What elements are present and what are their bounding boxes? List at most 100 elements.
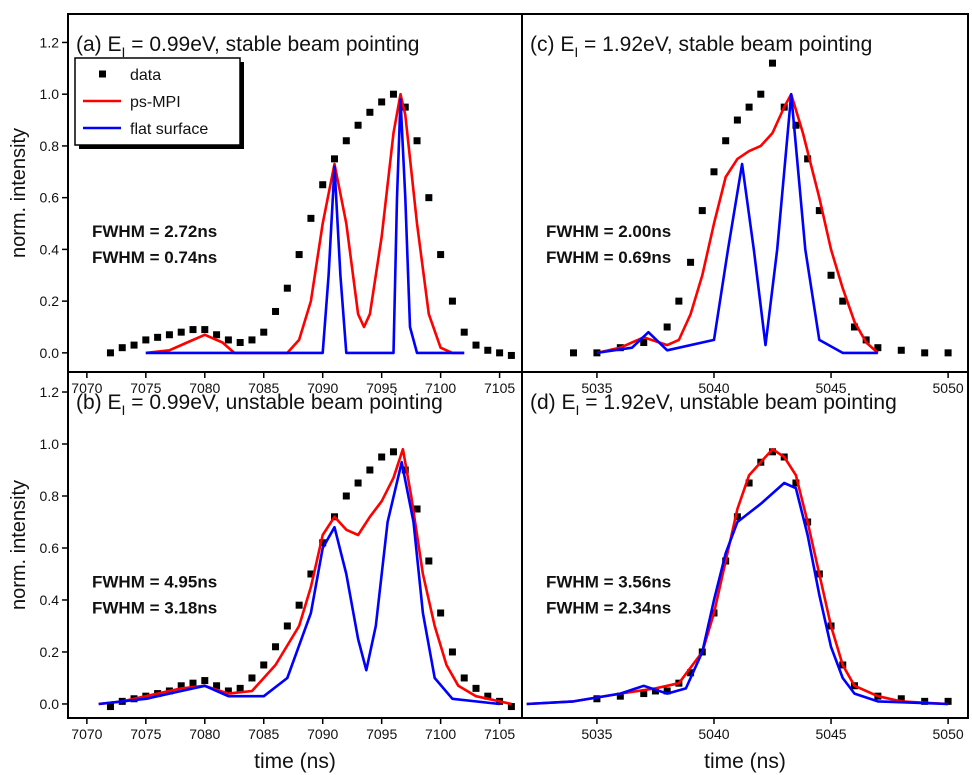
y-axis-label: norm. intensity — [8, 128, 30, 258]
data-point — [331, 155, 339, 163]
data-point — [213, 331, 221, 339]
x-tick-label: 5045 — [815, 726, 846, 742]
data-point — [815, 207, 823, 215]
annotation: FWHM = 4.95ns — [92, 573, 217, 592]
data-point — [154, 333, 162, 341]
data-point — [366, 108, 374, 116]
data-point — [307, 570, 315, 578]
data-point — [342, 137, 350, 145]
data-point — [944, 349, 952, 357]
data-point — [236, 339, 244, 347]
data-point — [389, 90, 397, 98]
y-tick-label: 1.0 — [40, 86, 60, 102]
data-point — [448, 648, 456, 656]
x-tick-label: 7070 — [71, 380, 102, 396]
annotation: FWHM = 0.69ns — [546, 248, 671, 267]
curve — [526, 447, 949, 706]
data-point — [165, 331, 173, 339]
panel: 7070 7075 7080 7085 7090 7095 7100 7105 0.0 0.2 0.… — [8, 13, 523, 396]
panel: 7070 7075 7080 7085 7090 7095 7100 7105 0.0 0.2 0.… — [8, 371, 523, 773]
y-tick-label: 0.6 — [40, 190, 60, 206]
curve — [526, 481, 949, 706]
data-point — [921, 349, 929, 357]
x-tick-label: 5040 — [698, 380, 729, 396]
data-point — [260, 328, 268, 336]
x-tick-label: 7080 — [189, 380, 220, 396]
data-point — [213, 682, 221, 690]
data-point — [827, 271, 835, 279]
y-tick-label: 0.6 — [40, 540, 60, 556]
x-tick-label: 7080 — [189, 726, 220, 742]
y-tick-label: 1.2 — [40, 34, 60, 50]
data-point — [425, 557, 433, 565]
data-point — [769, 59, 777, 67]
data-point — [401, 103, 409, 111]
data-point — [295, 251, 303, 259]
curve — [98, 460, 500, 706]
x-tick-label: 7085 — [248, 380, 279, 396]
x-tick-label: 5035 — [581, 380, 612, 396]
annotation: FWHM = 3.18ns — [92, 599, 217, 618]
x-tick-label: 7085 — [248, 726, 279, 742]
data-point — [319, 181, 327, 189]
data-point — [201, 326, 209, 334]
series-group — [98, 447, 515, 711]
data-point — [850, 323, 858, 331]
data-point — [401, 466, 409, 474]
x-tick-label: 7100 — [425, 726, 456, 742]
x-axis-label: time (ns) — [704, 750, 786, 773]
data-point — [130, 341, 138, 349]
annotation: FWHM = 3.56ns — [546, 573, 671, 592]
data-point — [354, 479, 362, 487]
curve — [596, 92, 878, 355]
data-point — [248, 674, 256, 682]
data-point — [507, 703, 515, 711]
data-point — [248, 336, 256, 344]
y-axis-label: norm. intensity — [8, 480, 30, 610]
y-tick-label: 0.0 — [40, 696, 60, 712]
x-tick-label: 7075 — [130, 380, 161, 396]
panel: 5035 5040 5045 5050 (c) EI = 1.92eV, stable … — [521, 13, 969, 396]
y-tick-label: 1.0 — [40, 436, 60, 452]
data-point — [745, 479, 753, 487]
panel-title: (d) EI = 1.92eV, unstable beam pointing — [530, 391, 897, 418]
title-part: I — [122, 402, 126, 418]
data-point — [675, 297, 683, 305]
series-group — [570, 59, 952, 357]
data-point — [437, 609, 445, 617]
legend-label: data — [130, 67, 161, 84]
data-point — [425, 194, 433, 202]
curve — [596, 92, 879, 355]
data-point — [472, 684, 480, 692]
annotation: FWHM = 0.74ns — [92, 248, 217, 267]
plot-frame — [67, 371, 523, 719]
data-point — [378, 453, 386, 461]
data-point — [366, 466, 374, 474]
x-tick-label: 7100 — [425, 380, 456, 396]
data-point — [460, 328, 468, 336]
data-point — [283, 284, 291, 292]
data-point — [733, 513, 741, 521]
title-part: = 0.99eV, unstable beam pointing — [125, 391, 442, 414]
x-tick-label: 7090 — [307, 380, 338, 396]
data-point — [224, 687, 232, 695]
panel-title: (a) EI = 0.99eV, stable beam pointing — [76, 33, 419, 60]
y-tick-label: 0.0 — [40, 345, 60, 361]
x-tick-label: 7105 — [484, 380, 515, 396]
title-part: I — [576, 402, 580, 418]
data-point — [272, 307, 280, 315]
x-tick-label: 7105 — [484, 726, 515, 742]
data-point — [319, 539, 327, 547]
data-point — [944, 697, 952, 705]
data-point — [189, 326, 197, 334]
data-point — [874, 344, 882, 352]
data-point — [413, 505, 421, 513]
y-tick-label: 0.2 — [40, 293, 60, 309]
data-point — [616, 692, 624, 700]
x-tick-label: 5050 — [933, 380, 964, 396]
legend-label: flat surface — [130, 121, 208, 138]
data-point — [496, 349, 504, 357]
title-part: I — [574, 44, 578, 60]
data-point — [484, 346, 492, 354]
y-tick-label: 0.4 — [40, 592, 60, 608]
